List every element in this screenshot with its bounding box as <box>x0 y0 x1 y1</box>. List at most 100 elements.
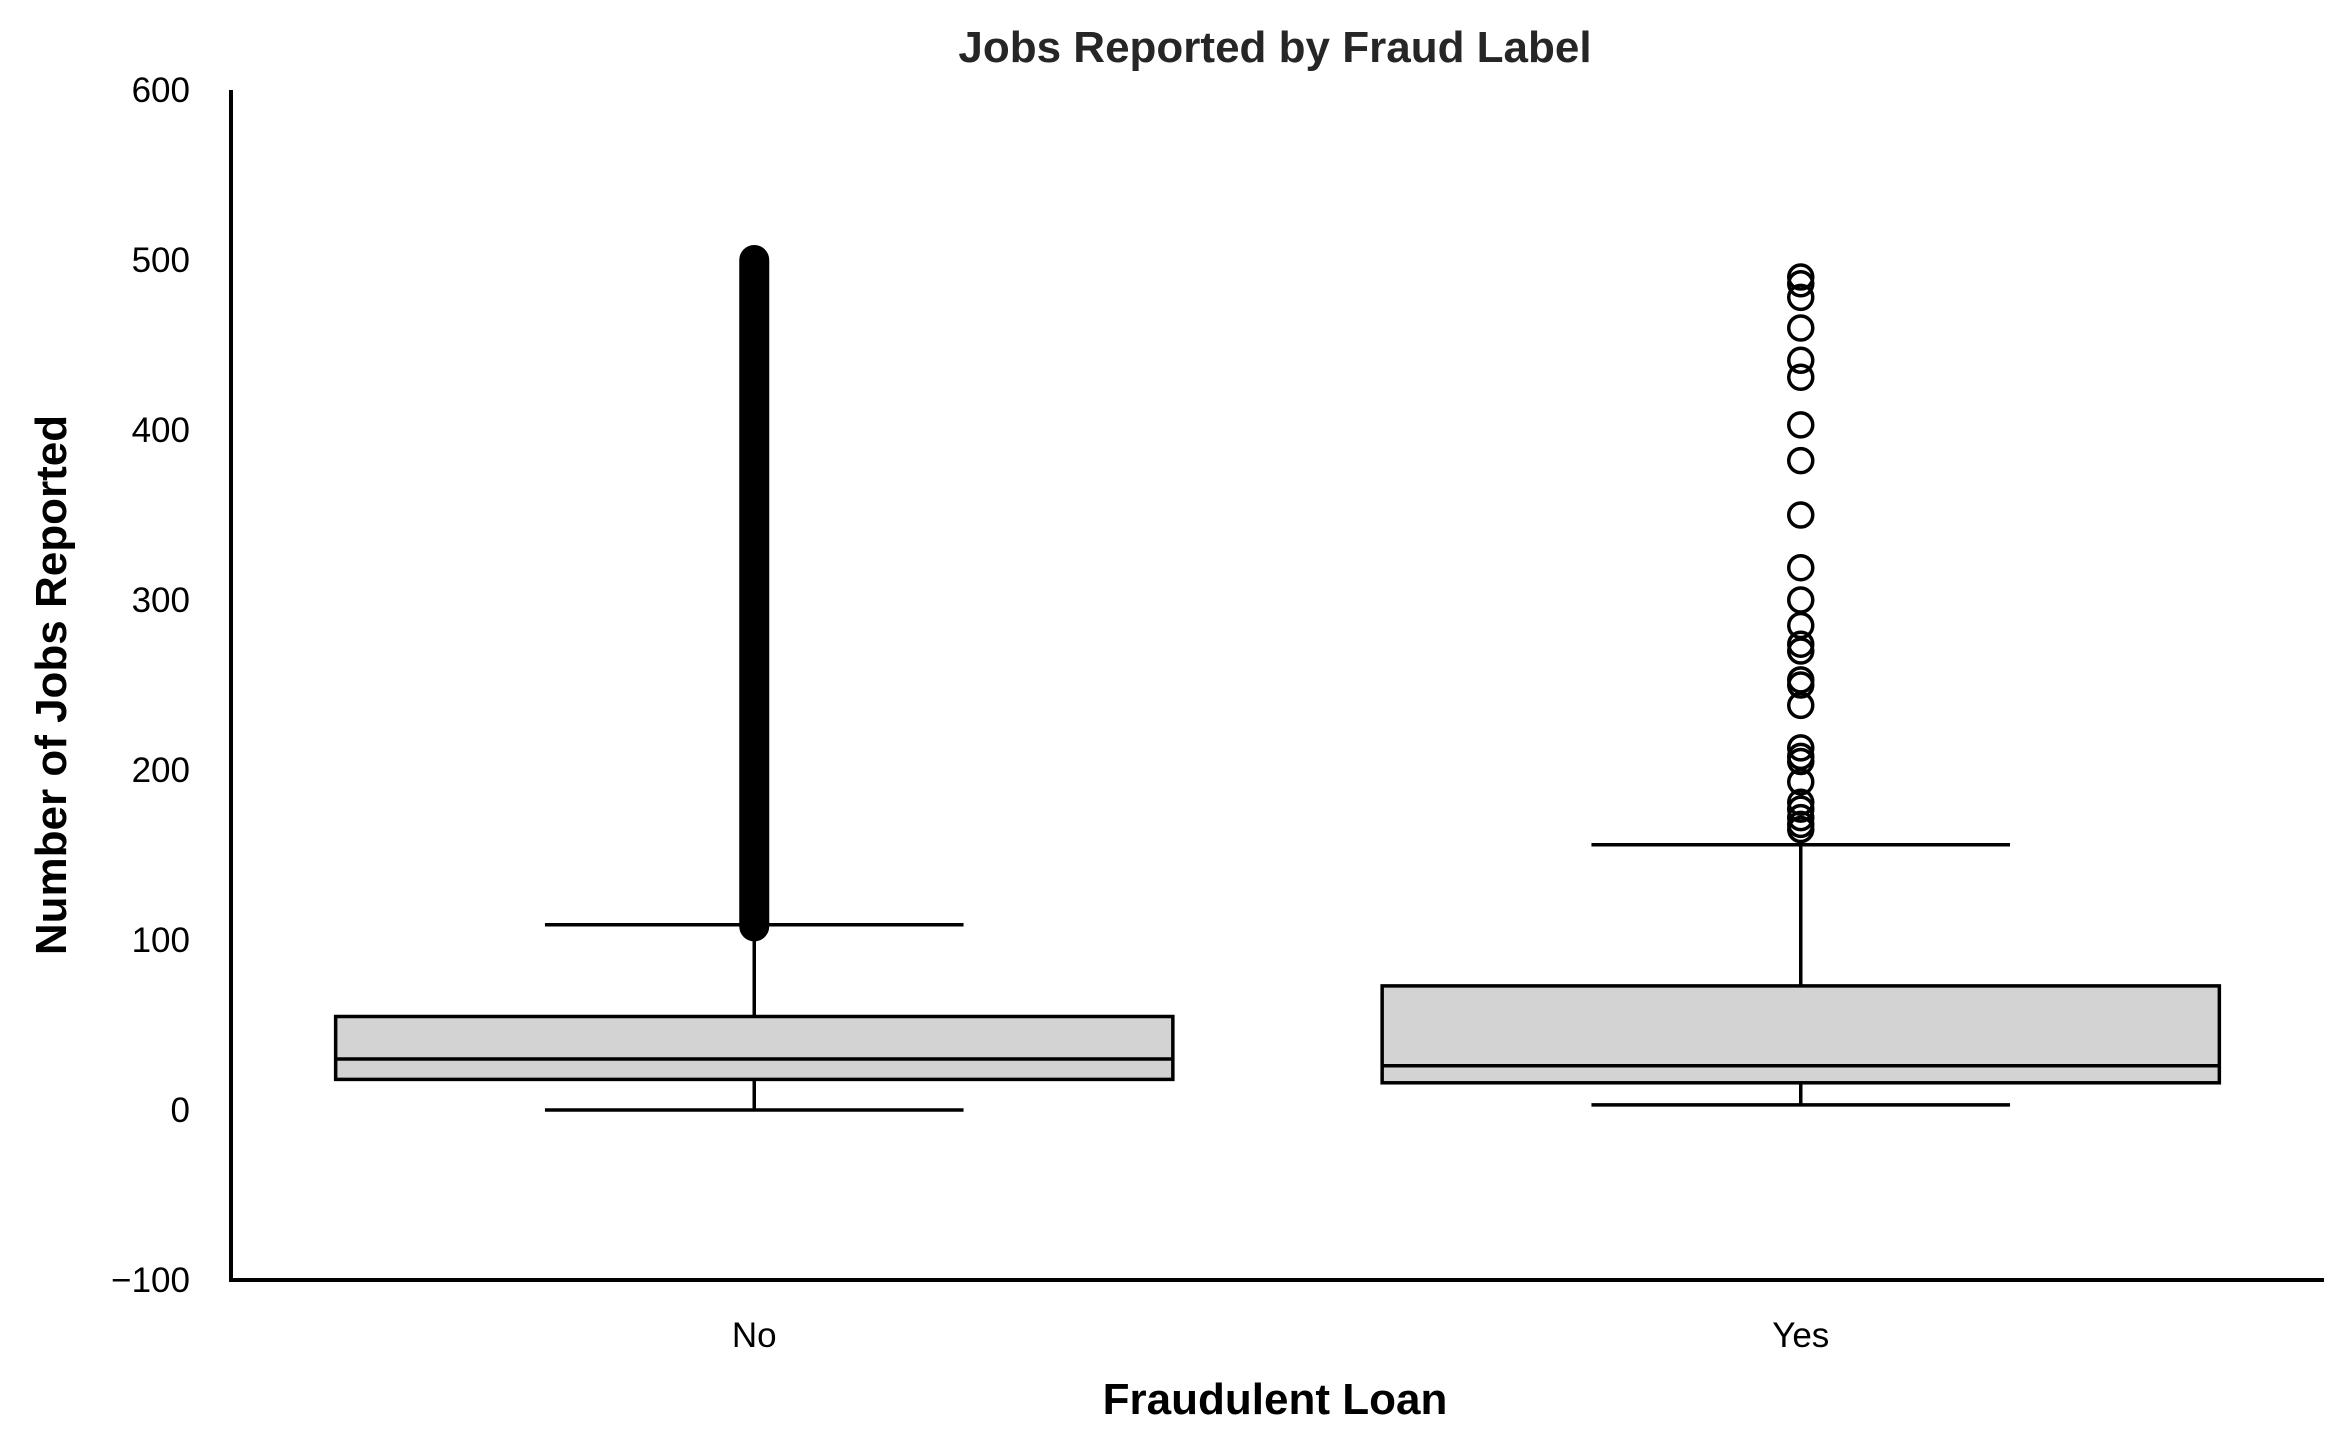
outlier-point <box>740 402 768 431</box>
outlier-point <box>1787 446 1815 475</box>
outlier-point <box>740 820 768 849</box>
outlier-point <box>740 790 768 818</box>
outlier-point <box>740 545 768 573</box>
outlier-point <box>740 484 768 512</box>
outlier-point <box>740 729 768 757</box>
outlier-point <box>740 831 768 859</box>
outlier-point <box>740 331 768 359</box>
y-tick-label: 300 <box>132 581 190 620</box>
outlier-point <box>1787 411 1815 439</box>
outlier-point <box>740 627 768 655</box>
outlier-point <box>740 586 768 614</box>
box-series <box>333 245 2222 1112</box>
outlier-point <box>1787 553 1815 582</box>
outlier-point <box>740 310 768 339</box>
outlier-point <box>740 718 768 747</box>
y-axis-ticks: −100 0 100 200 300 400 500 600 <box>111 71 190 1300</box>
outlier-point <box>1787 795 1815 823</box>
outlier-point <box>740 321 768 349</box>
outlier-point <box>740 412 768 441</box>
outlier-point <box>740 290 768 318</box>
x-tick-label: No <box>732 1316 777 1355</box>
outlier-point <box>740 300 768 329</box>
y-tick-label: 200 <box>132 751 190 790</box>
outlier-point <box>740 739 768 767</box>
box-group-no <box>333 245 1175 1112</box>
outlier-point <box>740 555 768 584</box>
outlier-point <box>740 851 768 879</box>
outlier-point <box>1787 630 1815 658</box>
outlier-point <box>1787 666 1815 694</box>
outlier-point <box>740 341 768 369</box>
outlier-point <box>740 688 768 716</box>
outlier-point <box>740 423 768 451</box>
outlier-point <box>1787 270 1815 298</box>
y-tick-label: −100 <box>111 1261 190 1300</box>
outlier-point <box>740 525 768 553</box>
outlier-point <box>740 433 768 461</box>
outlier-point <box>740 882 768 910</box>
outlier-point <box>740 443 768 471</box>
outlier-point <box>740 514 768 543</box>
y-tick-label: 0 <box>171 1091 190 1130</box>
outlier-point <box>740 678 768 706</box>
outlier-point <box>1787 803 1815 832</box>
outlier-point <box>1787 501 1815 529</box>
iqr-box <box>333 1014 1175 1082</box>
outlier-point <box>1787 742 1815 771</box>
outlier-point <box>740 270 768 298</box>
box-group-yes <box>1380 263 2222 1107</box>
outlier-point <box>740 647 768 675</box>
outlier-point <box>740 565 768 594</box>
outlier-point <box>740 841 768 869</box>
outlier-point <box>740 780 768 808</box>
outlier-point <box>740 657 768 686</box>
outlier-point <box>740 871 768 900</box>
outlier-point <box>740 392 768 420</box>
x-tick-label: Yes <box>1772 1316 1829 1355</box>
outlier-point <box>740 249 768 278</box>
outlier-point <box>740 861 768 890</box>
outlier-point <box>740 494 768 522</box>
outlier-point <box>740 637 768 665</box>
outlier-point <box>740 372 768 400</box>
outlier-point <box>740 606 768 635</box>
outlier-point <box>1787 314 1815 342</box>
outlier-point <box>1787 346 1815 375</box>
outlier-point <box>740 504 768 533</box>
outlier-point <box>740 596 768 624</box>
y-axis-label: Number of Jobs Reported <box>27 415 76 955</box>
outlier-point <box>1787 788 1815 817</box>
x-axis-ticks: No Yes <box>732 1316 1829 1355</box>
chart-title: Jobs Reported by Fraud Label <box>958 23 1591 72</box>
outlier-point <box>1787 586 1815 614</box>
outlier-point <box>740 259 768 288</box>
outlier-point <box>1787 363 1815 392</box>
outlier-point <box>740 800 768 828</box>
outlier-point <box>1787 734 1815 762</box>
x-axis-label: Fraudulent Loan <box>1103 1375 1448 1424</box>
outlier-point <box>740 280 768 308</box>
outlier-point <box>740 361 768 390</box>
y-tick-label: 600 <box>132 71 190 110</box>
outlier-point <box>1787 283 1815 312</box>
outlier-point <box>740 698 768 726</box>
outlier-point <box>740 749 768 777</box>
outlier-point <box>740 616 768 645</box>
outlier-point <box>740 708 768 737</box>
y-tick-label: 400 <box>132 411 190 450</box>
iqr-box <box>1380 984 2222 1085</box>
outlier-point <box>740 892 768 920</box>
outlier-point <box>740 474 768 502</box>
outlier-point <box>740 810 768 839</box>
outlier-point <box>740 769 768 798</box>
y-tick-label: 500 <box>132 241 190 280</box>
y-tick-label: 100 <box>132 921 190 960</box>
outlier-point <box>1787 810 1815 839</box>
outlier-point <box>740 667 768 696</box>
outlier-point <box>740 453 768 482</box>
outlier-point <box>740 759 768 788</box>
outlier-point <box>740 576 768 604</box>
outlier-point <box>740 463 768 492</box>
